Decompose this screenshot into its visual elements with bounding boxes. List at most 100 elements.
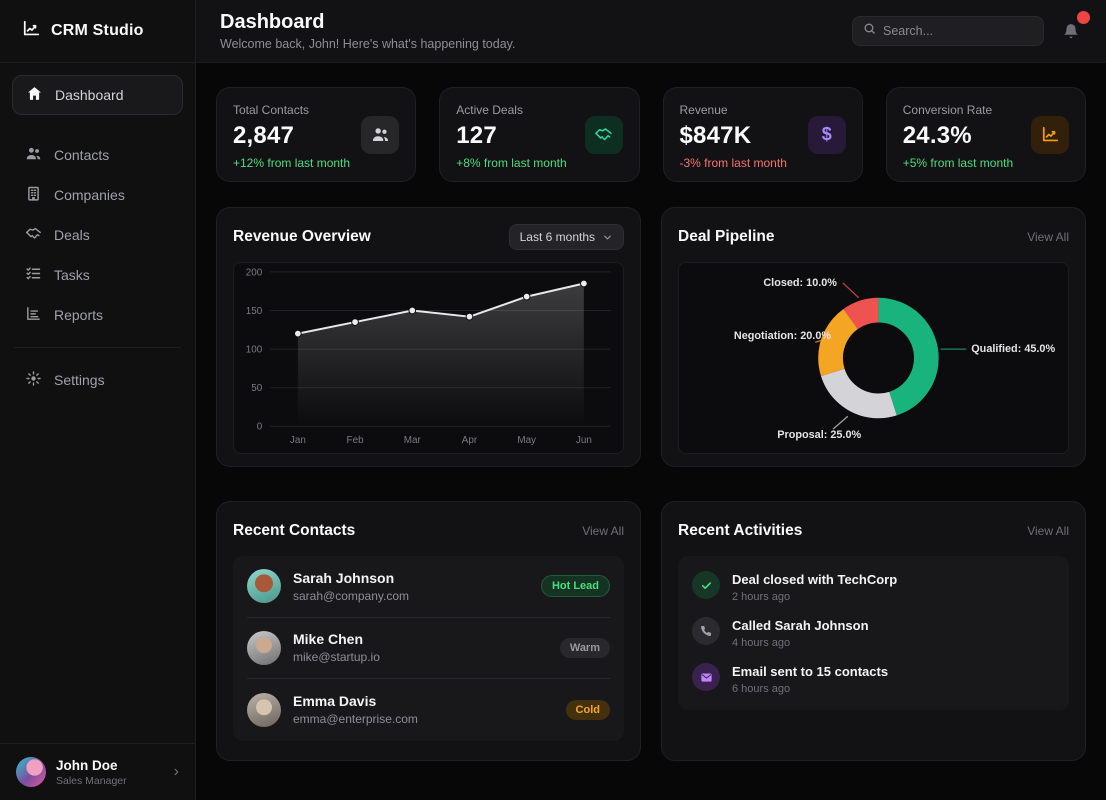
lists-row: Recent Contacts View All Sarah Johnson s…: [216, 501, 1086, 761]
svg-text:Jan: Jan: [290, 435, 306, 446]
deal-pipeline-panel: Deal Pipeline View All Qualified: 45.0% P…: [661, 207, 1086, 467]
stat-card-total-contacts: Total Contacts 2,847 +12% from last mont…: [216, 87, 417, 182]
notification-dot: [1077, 11, 1090, 24]
sidebar-nav: Dashboard Contacts: [0, 63, 195, 743]
sidebar-divider: [14, 347, 181, 348]
stat-label: Revenue: [679, 103, 728, 117]
check-icon: [692, 571, 720, 599]
users-icon: [361, 115, 400, 154]
handshake-icon: [25, 225, 42, 245]
activity-time: 4 hours ago: [732, 637, 791, 649]
recent-contacts-panel: Recent Contacts View All Sarah Johnson s…: [216, 501, 641, 761]
range-selector-dropdown[interactable]: Last 6 months: [508, 224, 624, 250]
panel-title: Recent Activities: [678, 522, 803, 539]
panel-title: Recent Contacts: [233, 522, 356, 539]
dashboard-content: Total Contacts 2,847 +12% from last mont…: [196, 63, 1106, 800]
activity-row[interactable]: Deal closed with TechCorp 2 hours ago: [690, 564, 1057, 610]
sidebar-item-tasks[interactable]: Tasks: [12, 255, 183, 295]
svg-text:Feb: Feb: [347, 435, 365, 446]
bell-icon: [1064, 24, 1078, 39]
stats-row: Total Contacts 2,847 +12% from last mont…: [216, 87, 1086, 182]
revenue-line-chart: 0 50 100 150 200 Jan Feb Mar Apr May Jun: [246, 267, 611, 446]
revenue-overview-panel: Revenue Overview Last 6 months 0 50 100 150…: [216, 207, 641, 467]
sidebar-item-deals[interactable]: Deals: [12, 215, 183, 255]
contacts-list: Sarah Johnson sarah@company.com Hot Lead…: [233, 556, 624, 741]
page-title: Dashboard: [220, 11, 325, 33]
svg-text:0: 0: [257, 422, 263, 433]
view-all-link[interactable]: View All: [1027, 524, 1069, 538]
activity-title: Deal closed with TechCorp: [732, 572, 898, 587]
status-badge: Warm: [559, 637, 610, 658]
avatar: [247, 692, 281, 727]
trend-chart-icon: [1031, 115, 1069, 154]
sidebar-item-label: Contacts: [54, 147, 110, 163]
search-input[interactable]: [883, 24, 1033, 38]
deal-pipeline-donut: Qualified: 45.0% Proposal: 25.0% Negotiati…: [734, 277, 1056, 441]
svg-text:150: 150: [246, 306, 263, 317]
search-icon: [863, 22, 876, 40]
avatar: [247, 630, 281, 665]
app-logo: CRM Studio: [0, 0, 195, 63]
stat-label: Total Contacts: [233, 103, 310, 117]
contact-email: sarah@company.com: [293, 588, 410, 603]
svg-text:50: 50: [251, 383, 262, 394]
recent-activities-panel: Recent Activities View All Deal closed w…: [661, 501, 1086, 761]
stat-label: Conversion Rate: [902, 103, 993, 117]
activity-title: Email sent to 15 contacts: [732, 664, 889, 679]
search-box[interactable]: [852, 16, 1044, 46]
topbar: Dashboard Welcome back, John! Here's wha…: [196, 0, 1106, 63]
panel-title: Deal Pipeline: [678, 228, 775, 245]
contact-row[interactable]: Emma Davis emma@enterprise.com Cold: [247, 679, 610, 741]
avatar: [16, 757, 46, 787]
svg-text:Proposal: 25.0%: Proposal: 25.0%: [777, 429, 861, 441]
chevron-right-icon: ›: [173, 763, 179, 780]
handshake-icon: [584, 115, 623, 154]
activity-time: 6 hours ago: [732, 683, 791, 695]
status-badge: Hot Lead: [540, 575, 610, 598]
sidebar-item-settings[interactable]: Settings: [12, 360, 183, 400]
sidebar-item-dashboard[interactable]: Dashboard: [12, 75, 183, 115]
sidebar-user[interactable]: John Doe Sales Manager ›: [0, 743, 195, 800]
gear-icon: [25, 370, 42, 390]
avatar: [247, 569, 281, 604]
svg-text:200: 200: [246, 267, 263, 278]
range-selector-value: Last 6 months: [519, 230, 595, 244]
pipeline-chart-area: Qualified: 45.0% Proposal: 25.0% Negotiati…: [678, 262, 1069, 454]
stat-label: Active Deals: [456, 103, 523, 117]
users-icon: [25, 145, 42, 165]
svg-text:May: May: [517, 435, 536, 446]
home-icon: [26, 85, 43, 105]
view-all-link[interactable]: View All: [582, 524, 624, 538]
sidebar-item-reports[interactable]: Reports: [12, 295, 183, 335]
stat-card-active-deals: Active Deals 127 +8% from last month: [439, 87, 640, 182]
stat-value: $847K: [679, 122, 752, 149]
contact-row[interactable]: Mike Chen mike@startup.io Warm: [247, 618, 610, 679]
mail-icon: [692, 663, 720, 691]
chart-line-logo-icon: [22, 19, 41, 43]
contact-row[interactable]: Sarah Johnson sarah@company.com Hot Lead: [247, 556, 610, 618]
sidebar-item-label: Companies: [54, 187, 125, 203]
activity-title: Called Sarah Johnson: [732, 618, 869, 633]
sidebar-item-label: Tasks: [54, 267, 90, 283]
stat-card-revenue: Revenue $847K -3% from last month $: [662, 87, 863, 182]
activity-row[interactable]: Email sent to 15 contacts 6 hours ago: [690, 656, 1057, 702]
revenue-chart-area: 0 50 100 150 200 Jan Feb Mar Apr May Jun: [233, 262, 624, 454]
stat-trend: +5% from last month: [902, 156, 1014, 170]
stat-trend: -3% from last month: [679, 156, 787, 170]
stat-card-conversion-rate: Conversion Rate 24.3% +5% from last mont…: [885, 87, 1086, 182]
sidebar-item-companies[interactable]: Companies: [12, 175, 183, 215]
notifications-button[interactable]: [1060, 11, 1090, 42]
view-all-link[interactable]: View All: [1027, 230, 1069, 244]
svg-text:Negotiation: 20.0%: Negotiation: 20.0%: [734, 330, 831, 342]
report-chart-icon: [25, 305, 42, 325]
sidebar-item-label: Reports: [54, 307, 104, 323]
list-check-icon: [25, 265, 42, 285]
contact-name: Emma Davis: [293, 693, 377, 710]
sidebar-item-contacts[interactable]: Contacts: [12, 135, 183, 175]
panel-title: Revenue Overview: [233, 228, 371, 245]
user-role: Sales Manager: [56, 774, 127, 787]
contact-email: emma@enterprise.com: [293, 712, 418, 727]
phone-icon: [692, 617, 720, 645]
activity-row[interactable]: Called Sarah Johnson 4 hours ago: [690, 610, 1057, 656]
